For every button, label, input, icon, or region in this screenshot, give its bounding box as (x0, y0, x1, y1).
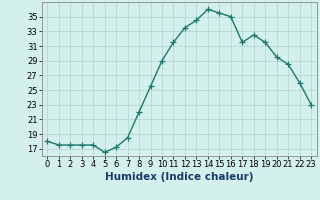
X-axis label: Humidex (Indice chaleur): Humidex (Indice chaleur) (105, 172, 253, 182)
